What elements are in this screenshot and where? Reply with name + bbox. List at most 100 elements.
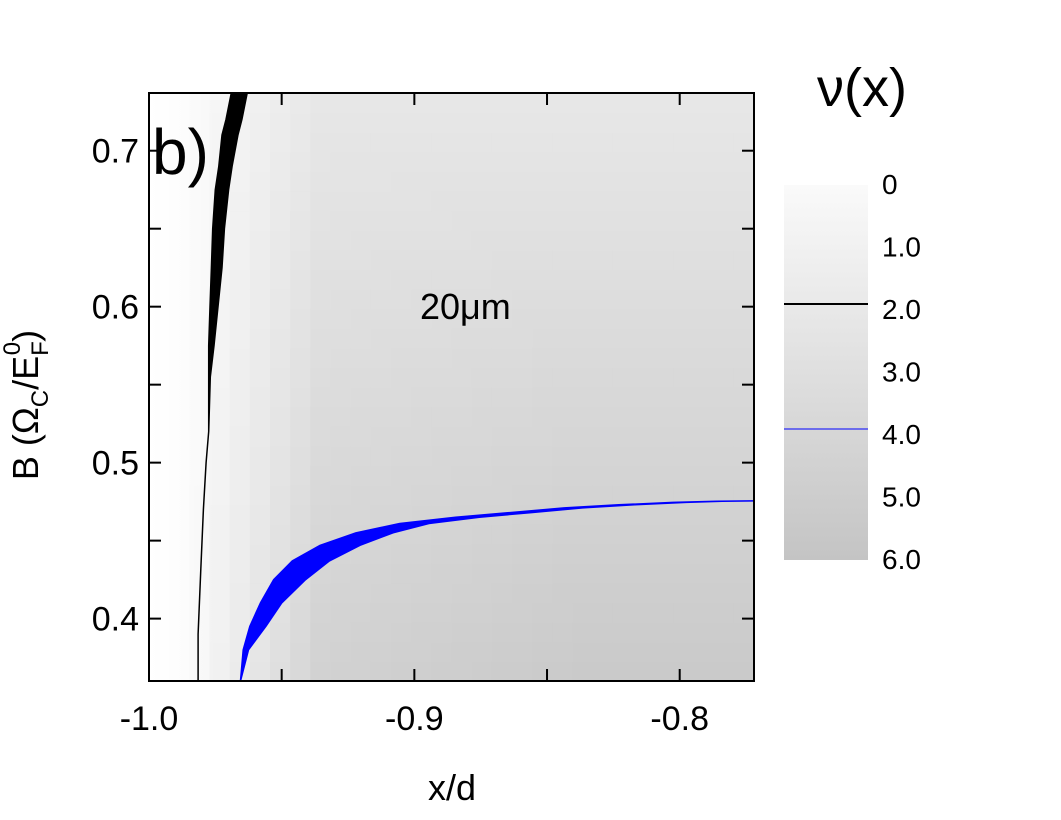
heatmap-cell <box>310 622 332 643</box>
heatmap-cell <box>592 406 614 427</box>
heatmap-cell <box>370 445 392 466</box>
heatmap-cell <box>693 504 715 525</box>
heatmap-cell <box>431 308 453 329</box>
heatmap-cell <box>451 661 473 681</box>
heatmap-cell <box>733 289 754 310</box>
heatmap-cell <box>532 641 553 662</box>
heatmap-cell <box>471 661 493 681</box>
heatmap-cell <box>552 641 574 662</box>
heatmap-cell <box>532 622 553 643</box>
heatmap-cell <box>431 602 453 623</box>
heatmap-cell <box>350 426 372 447</box>
heatmap-cell <box>572 191 594 212</box>
heatmap-cell <box>350 93 372 114</box>
heatmap-cell <box>653 347 674 368</box>
heatmap-cell <box>411 367 432 388</box>
heatmap-cell <box>572 171 594 192</box>
heatmap-cell <box>552 328 574 349</box>
heatmap-cell <box>229 387 251 408</box>
heatmap-cell <box>270 661 291 681</box>
heatmap-cell <box>310 583 332 604</box>
heatmap-cell <box>249 465 271 486</box>
heatmap-cell <box>512 289 533 310</box>
heatmap-cell <box>411 347 432 368</box>
heatmap-cell <box>471 132 493 153</box>
heatmap-cell <box>471 406 493 427</box>
heatmap-cell <box>653 93 674 114</box>
heatmap-cell <box>270 289 291 310</box>
heatmap-cell <box>229 465 251 486</box>
heatmap-cell <box>249 112 271 133</box>
heatmap-cell <box>653 289 674 310</box>
heatmap-cell <box>552 622 574 643</box>
heatmap-cell <box>471 622 493 643</box>
heatmap-cell <box>330 151 352 172</box>
heatmap-cell <box>370 132 392 153</box>
heatmap-cell <box>612 93 634 114</box>
heatmap-cell <box>552 151 574 172</box>
heatmap-cell <box>330 641 352 662</box>
heatmap-cell <box>653 465 674 486</box>
heatmap-cell <box>290 426 311 447</box>
heatmap-cell <box>673 641 695 662</box>
colorbar-tick-label: 0 <box>882 169 898 200</box>
heatmap-cell <box>693 602 715 623</box>
heatmap-cell <box>552 485 574 506</box>
heatmap-cell <box>713 387 735 408</box>
heatmap-cell <box>733 210 754 231</box>
heatmap-cell <box>673 132 695 153</box>
heatmap-cell <box>270 308 291 329</box>
heatmap-cell <box>310 171 332 192</box>
heatmap-cell <box>391 171 412 192</box>
heatmap-cell <box>249 328 271 349</box>
heatmap-cell <box>451 93 473 114</box>
heatmap-cell <box>633 641 654 662</box>
heatmap-cell <box>532 132 553 153</box>
heatmap-cell <box>693 132 715 153</box>
heatmap-cell <box>713 563 735 584</box>
heatmap-cell <box>411 210 432 231</box>
heatmap-cell <box>431 289 453 310</box>
heatmap-cell <box>552 465 574 486</box>
heatmap-cell <box>451 387 473 408</box>
heatmap-cell <box>633 602 654 623</box>
heatmap-cell <box>673 602 695 623</box>
heatmap-cell <box>350 230 372 251</box>
heatmap-cell <box>431 543 453 564</box>
heatmap-cell <box>733 308 754 329</box>
heatmap-cell <box>512 387 533 408</box>
heatmap-cell <box>229 504 251 525</box>
heatmap-cell <box>249 289 271 310</box>
heatmap-cell <box>673 328 695 349</box>
heatmap-cell <box>350 367 372 388</box>
heatmap-cell <box>431 230 453 251</box>
heatmap-cell <box>229 426 251 447</box>
heatmap-cell <box>491 367 513 388</box>
heatmap-cell <box>612 171 634 192</box>
heatmap-cell <box>310 132 332 153</box>
heatmap-cell <box>633 563 654 584</box>
heatmap-cell <box>491 112 513 133</box>
heatmap-cell <box>552 563 574 584</box>
heatmap-cell <box>653 308 674 329</box>
heatmap-cell <box>733 249 754 270</box>
heatmap-cell <box>290 406 311 427</box>
heatmap-cell <box>330 112 352 133</box>
heatmap-cell <box>330 661 352 681</box>
heatmap-cell <box>330 602 352 623</box>
heatmap-cell <box>633 269 654 290</box>
heatmap-cell <box>532 230 553 251</box>
heatmap-cell <box>491 230 513 251</box>
heatmap-cell <box>693 622 715 643</box>
heatmap-cell <box>612 249 634 270</box>
heatmap-cell <box>290 171 311 192</box>
heatmap-cell <box>532 191 553 212</box>
heatmap-cell <box>411 328 432 349</box>
heatmap-cell <box>693 269 715 290</box>
heatmap-cell <box>431 622 453 643</box>
heatmap-cell <box>290 191 311 212</box>
heatmap-cell <box>370 210 392 231</box>
heatmap-cell <box>330 563 352 584</box>
heatmap-cell <box>451 426 473 447</box>
heatmap-cell <box>733 504 754 525</box>
